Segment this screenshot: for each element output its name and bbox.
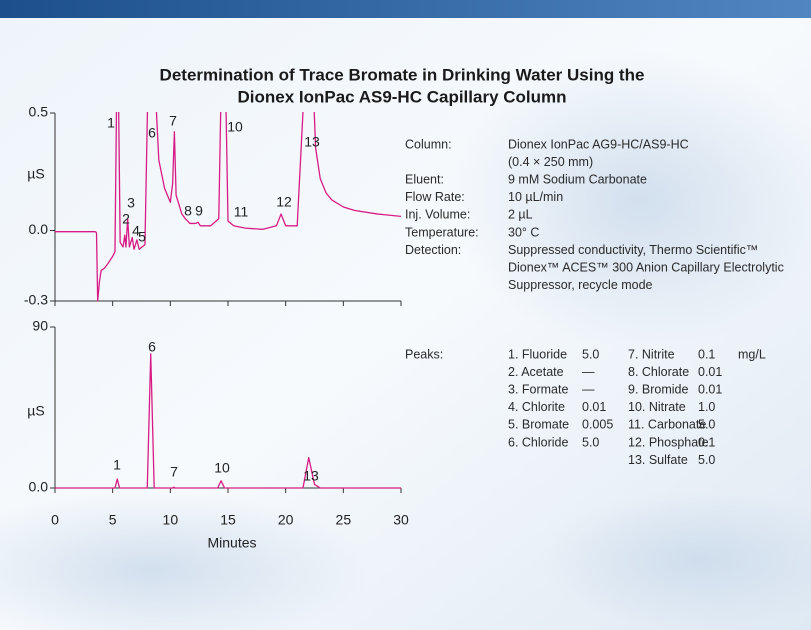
param-value: (0.4 × 250 mm) — [508, 155, 593, 169]
peak-label: 12 — [276, 194, 292, 210]
param-value: 30° C — [508, 225, 539, 239]
peak-label: 7 — [169, 113, 177, 129]
peak-name: 1. Fluoride — [508, 347, 567, 361]
peak-conc: 0.1 — [698, 347, 715, 361]
peak-conc: 1.0 — [698, 400, 715, 414]
peak-label: 10 — [214, 460, 230, 476]
chart: 0.0 90 0 5 10 15 20 25 30 µS Minutes 1 6 7 10 13 — [27, 318, 409, 551]
peak-conc: 5.0 — [582, 347, 599, 361]
param-value: Suppressor, recycle mode — [508, 278, 653, 292]
peak-conc: 0.01 — [698, 365, 722, 379]
peak-conc: 5.0 — [582, 435, 599, 449]
param-label: Eluent: — [405, 172, 444, 186]
peaks-label: Peaks: — [405, 347, 443, 361]
water-splash — [450, 50, 811, 350]
peak-conc: — — [582, 382, 595, 396]
x-tick-label: 5 — [109, 512, 117, 528]
param-label: Column: — [405, 137, 452, 151]
y-tick-label: -0.3 — [24, 292, 48, 308]
title-line: Determination of Trace Bromate in Drinki… — [160, 65, 645, 84]
x-tick-label: 0 — [51, 512, 59, 528]
chromatogram-trace — [55, 353, 401, 489]
y-axis-label: µS — [27, 403, 44, 419]
peak-name: 8. Chlorate — [628, 365, 689, 379]
peak-name: 2. Acetate — [508, 365, 564, 379]
peak-name: 9. Bromide — [628, 382, 688, 396]
peak-name: 4. Chlorite — [508, 400, 565, 414]
param-value: 10 µL/min — [508, 190, 563, 204]
param-label: Temperature: — [405, 225, 479, 239]
x-tick-label: 10 — [163, 512, 179, 528]
param-value: 2 µL — [508, 208, 533, 222]
water-splash — [540, 490, 811, 630]
peak-name: 6. Chloride — [508, 435, 568, 449]
peak-label: 10 — [227, 119, 243, 135]
x-axis-label: Minutes — [207, 535, 256, 551]
peak-name: 12. Phosphate — [628, 435, 709, 449]
peak-conc: — — [582, 365, 595, 379]
peak-name: 7. Nitrite — [628, 347, 675, 361]
peak-conc: 5.0 — [698, 418, 715, 432]
peak-label: 13 — [304, 134, 320, 150]
peak-label: 9 — [195, 203, 203, 219]
peak-label: 7 — [170, 464, 178, 480]
peak-name: 3. Formate — [508, 382, 568, 396]
peak-label: 13 — [303, 468, 319, 484]
param-label: Flow Rate: — [405, 190, 465, 204]
water-splash — [0, 490, 370, 630]
x-tick-label: 25 — [336, 512, 352, 528]
peak-label: 5 — [138, 229, 146, 245]
peak-name: 10. Nitrate — [628, 400, 686, 414]
y-tick-label: 0.0 — [29, 479, 49, 495]
peak-label: 4 — [132, 223, 140, 239]
peak-conc: 0.005 — [582, 418, 613, 432]
param-label: Inj. Volume: — [405, 208, 470, 222]
peak-label: 1 — [113, 457, 121, 473]
peak-label: 6 — [148, 339, 156, 355]
param-value: 9 mM Sodium Carbonate — [508, 172, 647, 186]
peak-label: 8 — [184, 203, 192, 219]
param-label: Detection: — [405, 243, 461, 257]
peak-conc: 0.01 — [698, 382, 722, 396]
chromatogram-trace — [55, 112, 402, 302]
peak-label: 1 — [107, 115, 115, 131]
peak-conc: 0.01 — [582, 400, 606, 414]
peak-name: 11. Carbonate — [628, 418, 706, 432]
peak-label: 2 — [122, 211, 130, 227]
peaks-unit: mg/L — [738, 347, 766, 361]
top-band — [0, 0, 811, 18]
x-tick-label: 20 — [278, 512, 294, 528]
param-value: Dionex™ ACES™ 300 Anion Capillary Electr… — [508, 260, 784, 274]
peak-conc: 5.0 — [698, 453, 715, 467]
param-value: Dionex IonPac AG9-HC/AS9-HC — [508, 137, 689, 151]
peak-name: 5. Bromate — [508, 418, 569, 432]
peak-label: 6 — [148, 125, 156, 141]
param-value: Suppressed conductivity, Thermo Scientif… — [508, 243, 758, 257]
peak-conc: 0.1 — [698, 435, 715, 449]
x-tick-label: 30 — [393, 512, 409, 528]
method-info: Column: Dionex IonPac AG9-HC/AS9-HC (0.4 ×… — [405, 137, 784, 467]
peak-name: 13. Sulfate — [628, 453, 688, 467]
y-tick-label: 90 — [32, 318, 48, 334]
peak-label: 3 — [127, 195, 135, 211]
title-line: Dionex IonPac AS9-HC Capillary Column — [237, 87, 566, 106]
y-axis-label: µS — [27, 166, 44, 182]
x-tick-label: 15 — [220, 512, 236, 528]
peak-label: 11 — [234, 204, 249, 220]
y-tick-label: 0.5 — [29, 104, 49, 120]
y-tick-label: 0.0 — [29, 221, 49, 237]
